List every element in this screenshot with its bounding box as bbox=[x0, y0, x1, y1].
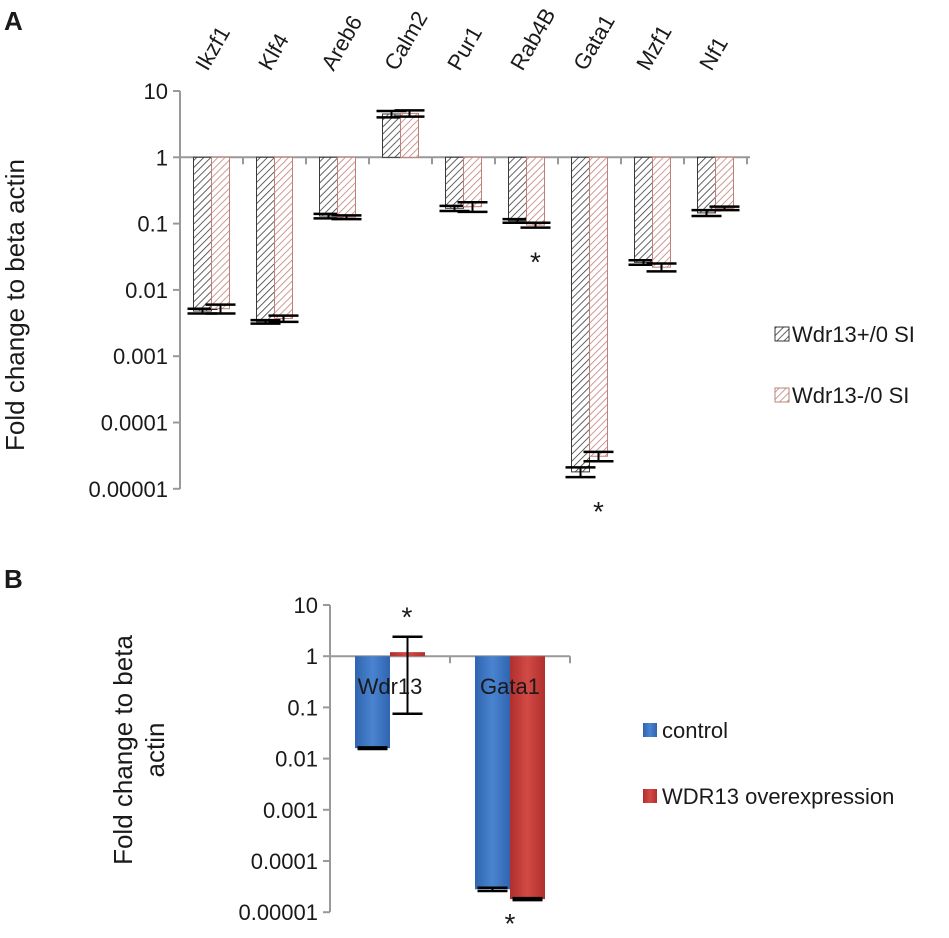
panel-a-bar-nf1-wdr13-0-si bbox=[697, 156, 716, 214]
panel-a-y-tick-label: 0.00001 bbox=[88, 477, 168, 502]
panel-b-plot: 10 1 0.1 0.01 0.001 0.0001 0.00001 Wdr13 Gata1 * * bbox=[238, 593, 571, 938]
legend-label-control: control bbox=[662, 718, 728, 743]
panel-a-significance-gata1: * bbox=[593, 496, 604, 527]
panel-a-category-label-areb6: Areb6 bbox=[316, 11, 367, 74]
legend-swatch-wt bbox=[774, 326, 790, 342]
panel-b-y-tick-label: 0.1 bbox=[287, 695, 318, 720]
panel-b-y-tick-label: 0.0001 bbox=[251, 849, 318, 874]
panel-a-y-tick-label: 0.1 bbox=[137, 212, 168, 237]
panel-a-category-label-gata1: Gata1 bbox=[568, 10, 620, 74]
panel-a-bar-gata1-wdr13-0-si bbox=[571, 156, 590, 473]
panel-a-bar-areb6-wdr13-0-si bbox=[319, 156, 338, 217]
panel-a-significance-rab4b: * bbox=[530, 247, 541, 278]
panel-a-letter: A bbox=[4, 6, 23, 36]
panel-b-significance-wdr13: * bbox=[402, 602, 413, 633]
panel-a-category-label-calm2: Calm2 bbox=[379, 7, 432, 75]
panel-a-bar-nf1-wdr13-0-si bbox=[715, 156, 734, 209]
panel-b-y-tick-label: 10 bbox=[294, 593, 318, 618]
panel-a-category-label-ikzf1: Ikzf1 bbox=[190, 22, 235, 75]
panel-a-bar-calm2-wdr13-0-si bbox=[382, 113, 401, 158]
legend-label-wt: Wdr13+/0 SI bbox=[792, 322, 915, 347]
panel-a-y-tick-label: 1 bbox=[156, 145, 168, 170]
panel-a-bar-ikzf1-wdr13-0-si bbox=[193, 156, 212, 312]
panel-a-legend: Wdr13+/0 SI Wdr13-/0 SI bbox=[774, 322, 915, 408]
panel-b-bar-wdr13-control bbox=[355, 656, 390, 749]
panel-b-y-tick-label: 0.01 bbox=[275, 747, 318, 772]
panel-a-plot: 10 1 0.1 0.01 0.001 0.0001 0.00001 Ikzf1 Klf4 Are… bbox=[88, 4, 750, 527]
panel-a-bar-rab4b-wdr13-0-si bbox=[526, 156, 545, 226]
panel-a-bar-gata1-wdr13-0-si bbox=[589, 156, 608, 457]
panel-b-ylabel: Fold change to beta actin bbox=[108, 635, 170, 865]
panel-a-bar-areb6-wdr13-0-si bbox=[337, 156, 356, 218]
panel-b-ylabel-line2: actin bbox=[140, 723, 170, 778]
panel-a-category-label-nf1: Nf1 bbox=[694, 32, 733, 74]
panel-b-y-tick-label: 0.00001 bbox=[238, 900, 318, 925]
panel-a-category-label-klf4: Klf4 bbox=[253, 29, 294, 74]
panel-a-category-label-pur1: Pur1 bbox=[442, 22, 487, 75]
panel-b-category-label-gata1: Gata1 bbox=[480, 674, 540, 699]
panel-b-bar-gata1-wdr13-overexpression bbox=[510, 656, 545, 900]
panel-a-bar-ikzf1-wdr13-0-si bbox=[211, 156, 230, 310]
panel-a-ylabel: Fold change to beta actin bbox=[0, 159, 30, 451]
panel-a-bar-pur1-wdr13-0-si bbox=[463, 156, 482, 208]
legend-swatch-control bbox=[643, 723, 657, 737]
panel-b-legend: control WDR13 overexpression bbox=[643, 718, 894, 809]
panel-a-y-tick-label: 0.0001 bbox=[101, 411, 168, 436]
panel-a-bar-mzf1-wdr13-0-si bbox=[652, 156, 671, 268]
panel-b-letter: B bbox=[4, 564, 23, 594]
legend-swatch-ko bbox=[774, 387, 790, 403]
panel-a-y-tick-label: 10 bbox=[144, 79, 168, 104]
panel-a-bar-klf4-wdr13-0-si bbox=[256, 156, 275, 323]
panel-b-y-tick-label: 1 bbox=[306, 644, 318, 669]
panel-a-bar-klf4-wdr13-0-si bbox=[274, 156, 293, 320]
panel-a-bar-mzf1-wdr13-0-si bbox=[634, 156, 653, 263]
legend-label-ko: Wdr13-/0 SI bbox=[792, 383, 909, 408]
panel-b-category-label-wdr13: Wdr13 bbox=[358, 674, 423, 699]
panel-b-ylabel-line1: Fold change to beta bbox=[108, 635, 138, 865]
panel-a-bar-calm2-wdr13-0-si bbox=[400, 112, 419, 158]
legend-label-overexpression: WDR13 overexpression bbox=[662, 784, 894, 809]
panel-a-category-label-mzf1: Mzf1 bbox=[631, 21, 676, 75]
panel-b-bar-gata1-control bbox=[475, 656, 510, 890]
panel-b-significance-gata1: * bbox=[505, 908, 516, 938]
panel-a-y-tick-label: 0.01 bbox=[125, 278, 168, 303]
panel-b-y-tick-label: 0.001 bbox=[263, 798, 318, 823]
panel-a-bar-rab4b-wdr13-0-si bbox=[508, 156, 527, 222]
panel-a-bar-pur1-wdr13-0-si bbox=[445, 156, 464, 209]
panel-a-y-tick-label: 0.001 bbox=[113, 344, 168, 369]
legend-swatch-overexpression bbox=[643, 789, 657, 803]
panel-a-category-label-rab4b: Rab4B bbox=[505, 4, 560, 75]
